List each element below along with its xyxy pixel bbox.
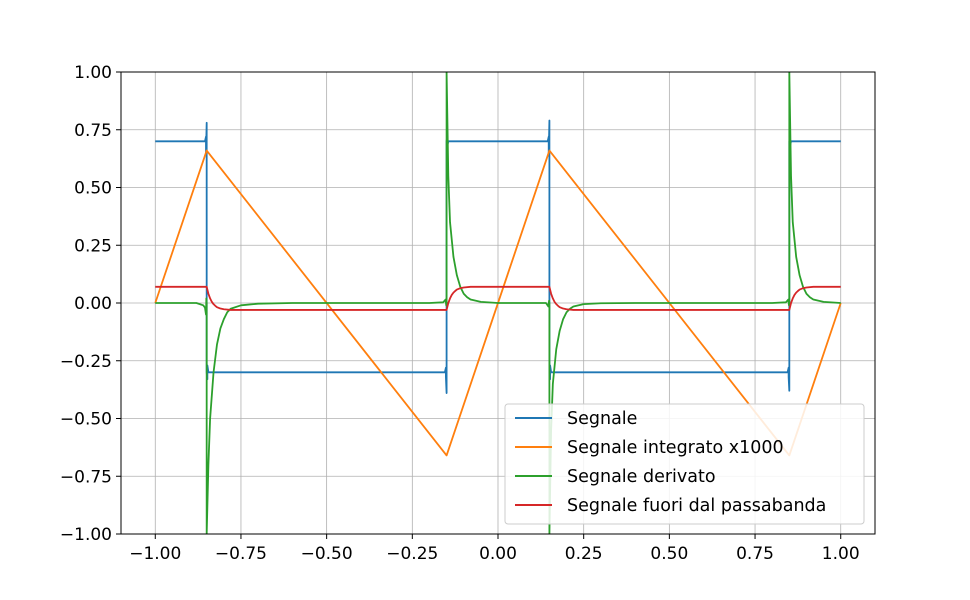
legend-label: Segnale xyxy=(567,409,637,429)
x-tick-label: 1.00 xyxy=(822,544,860,564)
x-tick-label: 0.50 xyxy=(650,544,688,564)
y-tick-label: −1.00 xyxy=(60,525,112,545)
y-tick-label: −0.75 xyxy=(60,467,112,487)
x-tick-label: −0.25 xyxy=(386,544,438,564)
series-line-3 xyxy=(155,285,841,311)
legend-label: Segnale derivato xyxy=(567,467,716,487)
legend-label: Segnale integrato x1000 xyxy=(567,438,784,458)
y-tick-label: 0.25 xyxy=(74,236,112,256)
y-tick-label: −0.50 xyxy=(60,410,112,430)
x-tick-label: −1.00 xyxy=(129,544,181,564)
x-tick-label: −0.75 xyxy=(215,544,267,564)
x-tick-label: 0.75 xyxy=(736,544,774,564)
y-tick-label: 0.75 xyxy=(74,121,112,141)
legend-entries: Segnale Segnale integrato x1000 Segnale de… xyxy=(515,409,826,516)
y-tick-label: 1.00 xyxy=(74,63,112,83)
y-tick-label: −0.25 xyxy=(60,352,112,372)
x-tick-label: 0.25 xyxy=(565,544,603,564)
legend-box xyxy=(504,403,865,525)
x-tick-label: 0.00 xyxy=(479,544,517,564)
legend: Segnale Segnale integrato x1000 Segnale de… xyxy=(504,403,865,525)
legend-label: Segnale fuori dal passabanda xyxy=(567,496,826,516)
y-tick-label: 0.50 xyxy=(74,179,112,199)
x-tick-label: −0.50 xyxy=(301,544,353,564)
axis-ticks: −1.00 −0.75 −0.50 −0.25 0.00 0.25 0.50 0.75 1.00… xyxy=(60,63,860,564)
series-lines xyxy=(154,72,842,534)
series-line-2 xyxy=(155,72,841,534)
y-tick-label: 0.00 xyxy=(74,294,112,314)
